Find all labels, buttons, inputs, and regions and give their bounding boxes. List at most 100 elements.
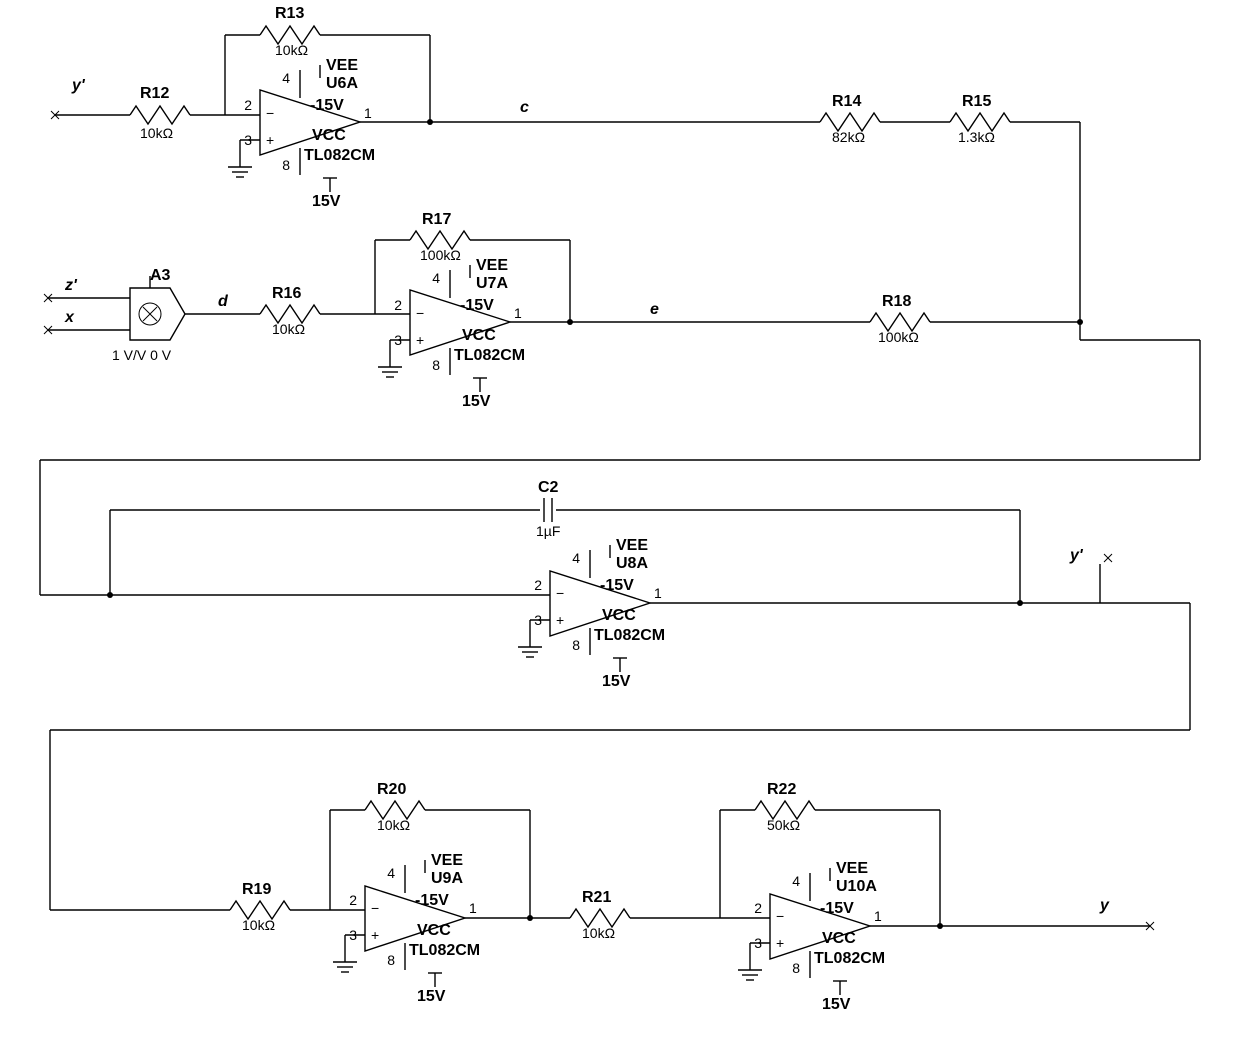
svg-text:10kΩ: 10kΩ xyxy=(140,125,173,141)
svg-text:R21: R21 xyxy=(582,889,611,906)
svg-text:R17: R17 xyxy=(422,211,451,228)
svg-text:VEE: VEE xyxy=(431,852,463,869)
svg-text:VEE: VEE xyxy=(836,860,868,877)
svg-text:1 V/V 0 V: 1 V/V 0 V xyxy=(112,347,172,363)
svg-text:4: 4 xyxy=(792,873,800,889)
svg-text:50kΩ: 50kΩ xyxy=(767,817,800,833)
svg-text:VCC: VCC xyxy=(462,327,496,344)
svg-text:2: 2 xyxy=(244,97,252,113)
svg-text:−: − xyxy=(556,585,564,601)
svg-text:TL082CM: TL082CM xyxy=(304,147,375,164)
resistor-R14: R14 82kΩ xyxy=(820,93,880,145)
multiplier-A3: A3 1 V/V 0 V xyxy=(112,267,185,363)
resistor-R19: R19 10kΩ xyxy=(230,881,290,933)
svg-text:1.3kΩ: 1.3kΩ xyxy=(958,129,995,145)
svg-text:-15V: -15V xyxy=(460,297,494,314)
label-e: e xyxy=(650,301,659,318)
label-d: d xyxy=(218,293,229,310)
svg-text:VEE: VEE xyxy=(326,57,358,74)
svg-text:VEE: VEE xyxy=(616,537,648,554)
svg-text:1: 1 xyxy=(874,908,882,924)
label-c: c xyxy=(520,99,529,116)
svg-text:R12: R12 xyxy=(140,85,169,102)
label-y-prime-in: y' xyxy=(71,77,86,94)
svg-text:TL082CM: TL082CM xyxy=(454,347,525,364)
opamp-U8A: − + 2 3 1 4 VEE U8A -15V 8 VCC TL082CM 1… xyxy=(518,537,665,690)
svg-text:-15V: -15V xyxy=(600,577,634,594)
resistor-R13: R13 10kΩ xyxy=(260,5,320,58)
svg-text:15V: 15V xyxy=(417,988,446,1005)
svg-text:10kΩ: 10kΩ xyxy=(272,321,305,337)
svg-text:VCC: VCC xyxy=(602,607,636,624)
svg-text:4: 4 xyxy=(387,865,395,881)
svg-text:+: + xyxy=(266,132,274,148)
svg-text:8: 8 xyxy=(572,637,580,653)
svg-text:8: 8 xyxy=(282,157,290,173)
svg-text:R14: R14 xyxy=(832,93,861,110)
svg-text:C2: C2 xyxy=(538,479,559,496)
label-y-out: y xyxy=(1099,897,1110,914)
svg-text:2: 2 xyxy=(534,577,542,593)
svg-text:U8A: U8A xyxy=(616,555,648,572)
svg-text:8: 8 xyxy=(432,357,440,373)
svg-text:+: + xyxy=(556,612,564,628)
svg-text:1µF: 1µF xyxy=(536,523,560,539)
svg-text:10kΩ: 10kΩ xyxy=(242,917,275,933)
opamp-U7A: − + 2 3 1 4 VEE U7A -15V 8 VCC TL082CM 1… xyxy=(378,257,525,410)
opamp-U10A: − + 2 3 1 4 VEE U10A -15V 8 VCC TL082CM … xyxy=(738,860,885,1013)
resistor-R18: R18 100kΩ xyxy=(870,293,930,345)
svg-text:R22: R22 xyxy=(767,781,796,798)
svg-text:U10A: U10A xyxy=(836,878,877,895)
svg-text:R13: R13 xyxy=(275,5,304,22)
resistor-R15: R15 1.3kΩ xyxy=(950,93,1010,145)
svg-text:VCC: VCC xyxy=(417,922,451,939)
svg-text:TL082CM: TL082CM xyxy=(594,627,665,644)
resistor-R21: R21 10kΩ xyxy=(570,889,630,941)
svg-text:R18: R18 xyxy=(882,293,911,310)
svg-text:10kΩ: 10kΩ xyxy=(275,42,308,58)
svg-text:10kΩ: 10kΩ xyxy=(582,925,615,941)
svg-text:82kΩ: 82kΩ xyxy=(832,129,865,145)
svg-text:U6A: U6A xyxy=(326,75,358,92)
svg-text:4: 4 xyxy=(282,70,290,86)
opamp-U6A: − + 2 3 1 4 VEE U6A -15V 8 VCC TL082CM 1… xyxy=(228,57,375,210)
svg-text:TL082CM: TL082CM xyxy=(814,950,885,967)
svg-text:VCC: VCC xyxy=(312,127,346,144)
svg-text:-15V: -15V xyxy=(415,892,449,909)
svg-text:−: − xyxy=(371,900,379,916)
svg-text:A3: A3 xyxy=(150,267,171,284)
label-x: x xyxy=(64,309,75,326)
svg-text:8: 8 xyxy=(387,952,395,968)
svg-text:4: 4 xyxy=(432,270,440,286)
svg-text:1: 1 xyxy=(364,105,372,121)
svg-text:1: 1 xyxy=(514,305,522,321)
opamp-U9A: − + 2 3 1 4 VEE U9A -15V 8 VCC TL082CM 1… xyxy=(333,852,480,1005)
svg-text:+: + xyxy=(416,332,424,348)
svg-text:100kΩ: 100kΩ xyxy=(878,329,919,345)
svg-text:2: 2 xyxy=(349,892,357,908)
svg-text:15V: 15V xyxy=(602,673,631,690)
svg-text:−: − xyxy=(266,105,274,121)
svg-text:R20: R20 xyxy=(377,781,406,798)
svg-text:1: 1 xyxy=(469,900,477,916)
svg-text:10kΩ: 10kΩ xyxy=(377,817,410,833)
resistor-R16: R16 10kΩ xyxy=(260,285,320,337)
capacitor-C2: C2 1µF xyxy=(536,479,560,539)
svg-text:U7A: U7A xyxy=(476,275,508,292)
svg-text:R16: R16 xyxy=(272,285,301,302)
svg-text:U9A: U9A xyxy=(431,870,463,887)
label-y-prime-out: y' xyxy=(1069,547,1084,564)
resistor-R17: R17 100kΩ xyxy=(410,211,470,263)
svg-text:15V: 15V xyxy=(822,996,851,1013)
svg-text:VCC: VCC xyxy=(822,930,856,947)
resistor-R22: R22 50kΩ xyxy=(755,781,815,833)
svg-text:100kΩ: 100kΩ xyxy=(420,247,461,263)
svg-text:15V: 15V xyxy=(312,193,341,210)
svg-text:2: 2 xyxy=(394,297,402,313)
svg-text:2: 2 xyxy=(754,900,762,916)
resistor-R20: R20 10kΩ xyxy=(365,781,425,833)
svg-text:+: + xyxy=(776,935,784,951)
svg-text:VEE: VEE xyxy=(476,257,508,274)
svg-text:8: 8 xyxy=(792,960,800,976)
svg-text:1: 1 xyxy=(654,585,662,601)
